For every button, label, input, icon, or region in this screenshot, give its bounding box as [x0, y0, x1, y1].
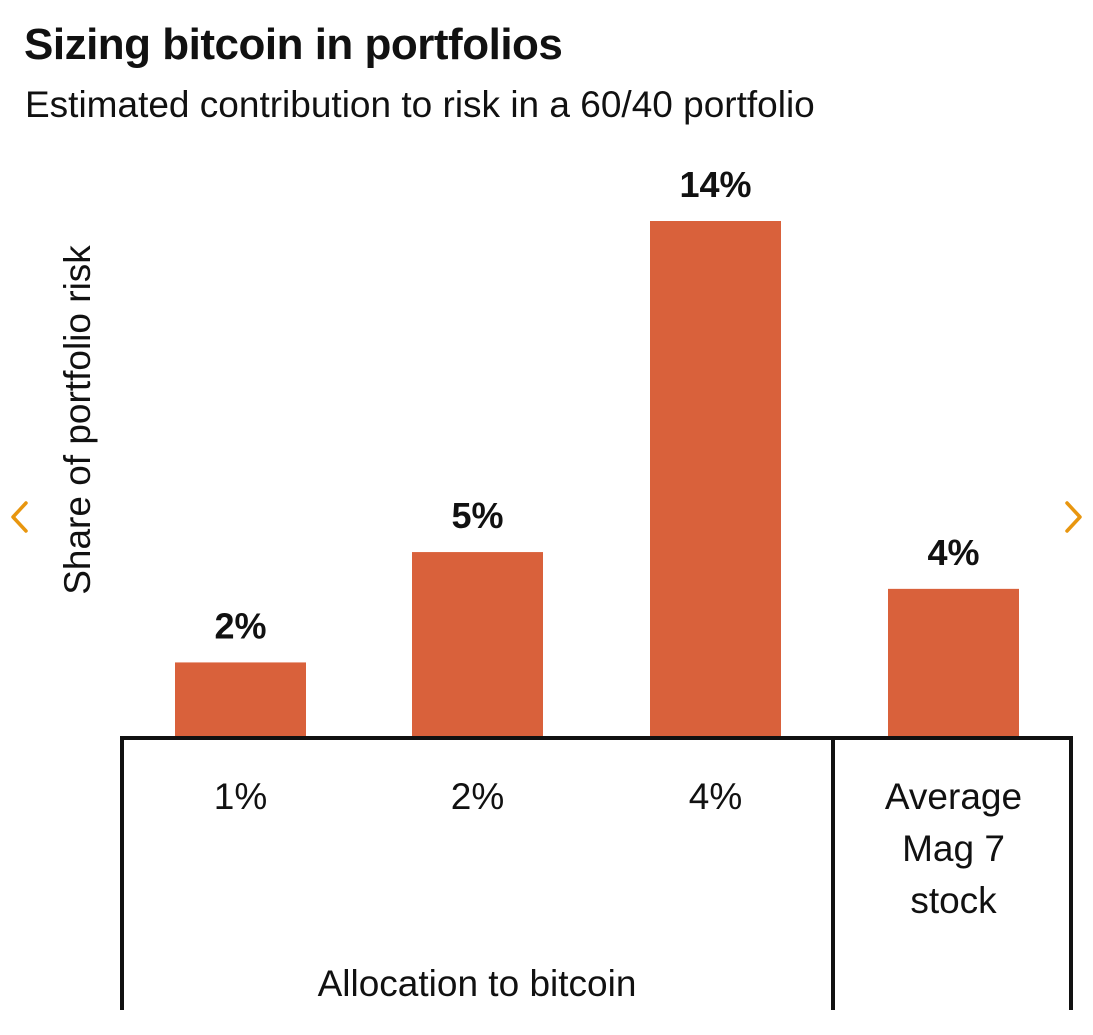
value-labels-layer: 2% 5% 14% 4%: [214, 164, 979, 646]
bar-value-label-1: 2%: [214, 605, 266, 646]
x-tick-label-3: 4%: [689, 776, 742, 817]
bar-1: [175, 662, 306, 736]
chevron-right-icon[interactable]: [1059, 495, 1089, 539]
bars-layer: [175, 221, 1019, 736]
chart-subtitle: Estimated contribution to risk in a 60/4…: [25, 84, 815, 125]
x-group-labels: Allocation to bitcoin: [318, 963, 637, 1004]
bar-3: [650, 221, 781, 736]
x-tick-label-2: 2%: [451, 776, 504, 817]
bar-value-label-2: 5%: [451, 495, 503, 536]
y-axis-label: Share of portfolio risk: [57, 245, 98, 595]
x-tick-label-1: 1%: [214, 776, 267, 817]
chart-title: Sizing bitcoin in portfolios: [24, 20, 563, 69]
bar-2: [412, 552, 543, 736]
x-group-label-allocation: Allocation to bitcoin: [318, 963, 637, 1004]
chevron-left-icon[interactable]: [4, 495, 34, 539]
x-tick-labels: 1% 2% 4% Average Mag 7 stock: [214, 776, 1022, 921]
bar-4: [888, 588, 1019, 736]
x-tick-label-4: Average Mag 7 stock: [885, 776, 1022, 921]
x-axis: [120, 736, 1073, 1010]
bar-value-label-3: 14%: [679, 164, 751, 205]
bar-value-label-4: 4%: [927, 532, 979, 573]
